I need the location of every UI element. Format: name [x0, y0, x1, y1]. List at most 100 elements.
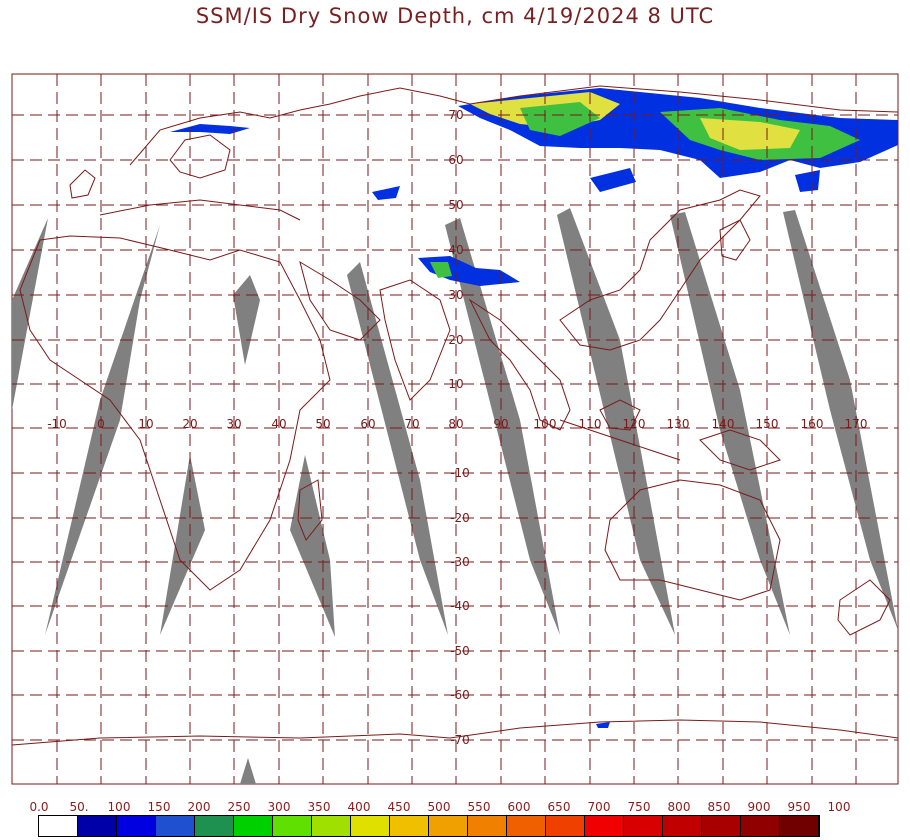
lon-label: 160: [801, 417, 824, 431]
lat-label: -60: [450, 688, 470, 702]
legend-label: 900: [747, 800, 771, 814]
legend-swatch: [663, 816, 702, 836]
lon-labels: -10 0 10 20 30 40 50 60 70 80 90 100 110…: [47, 417, 867, 431]
snow-depth-map: -10 0 10 20 30 40 50 60 70 80 90 100 110…: [11, 73, 899, 785]
map-title: SSM/IS Dry Snow Depth, cm 4/19/2024 8 UT…: [195, 4, 715, 28]
coastline: [19, 235, 331, 591]
snow-layer: [170, 88, 898, 728]
legend-swatch: [390, 816, 429, 836]
coastline: [99, 199, 301, 221]
lat-label: -70: [450, 733, 470, 747]
lat-label: 20: [448, 333, 463, 347]
lat-label: 40: [448, 243, 463, 257]
swath: [160, 455, 205, 635]
snow-patch: [520, 102, 600, 136]
legend-swatch: [546, 816, 585, 836]
legend-swatch: [273, 816, 312, 836]
legend-swatch: [351, 816, 390, 836]
lat-label: 30: [448, 288, 463, 302]
legend-swatch: [468, 816, 507, 836]
coastline: [69, 169, 96, 199]
swath: [233, 275, 260, 365]
legend-label: 300: [267, 800, 291, 814]
snow-patch: [590, 168, 636, 192]
legend-label: 600: [507, 800, 531, 814]
lon-label: 10: [138, 417, 153, 431]
coastline: [604, 479, 781, 601]
lon-label: 170: [845, 417, 868, 431]
legend-swatch: [624, 816, 663, 836]
coastline: [129, 87, 471, 166]
map-frame: [11, 73, 899, 785]
lon-label: 130: [667, 417, 690, 431]
legend-swatch: [156, 816, 195, 836]
lon-label: 20: [182, 417, 197, 431]
legend-label: 650: [547, 800, 571, 814]
lat-label: -30: [450, 555, 470, 569]
lon-label: 90: [493, 417, 508, 431]
legend-label: 100: [107, 800, 131, 814]
swath-layer: [12, 208, 898, 784]
swath: [557, 208, 675, 635]
legend-label: 250: [227, 800, 251, 814]
lon-label: 140: [712, 417, 735, 431]
lon-label: 70: [404, 417, 419, 431]
coastline: [297, 479, 323, 541]
lon-label: 0: [97, 417, 105, 431]
legend-label: 0.0: [29, 800, 49, 814]
legend-label: 800: [667, 800, 691, 814]
lon-label: 80: [448, 417, 463, 431]
snow-patch: [596, 722, 610, 728]
legend-label: 750: [627, 800, 651, 814]
lon-label: 30: [226, 417, 241, 431]
coastline: [559, 189, 761, 351]
swath: [12, 218, 48, 410]
snow-patch: [372, 186, 400, 200]
legend-label: 350: [307, 800, 331, 814]
legend-label: 50.: [69, 800, 89, 814]
coastline-layer: [11, 85, 899, 746]
swath: [347, 262, 448, 635]
legend-swatch: [702, 816, 741, 836]
color-legend: [38, 815, 820, 837]
lat-label: 70: [448, 108, 463, 122]
swath: [290, 455, 335, 637]
legend-label: 400: [347, 800, 371, 814]
lat-label: 50: [448, 198, 463, 212]
legend-swatch: [429, 816, 468, 836]
graticule: [12, 74, 898, 784]
snow-patch: [430, 262, 452, 278]
coastline: [11, 719, 899, 746]
lat-label: 10: [448, 377, 463, 391]
coastline: [169, 134, 231, 179]
lon-label: 60: [360, 417, 375, 431]
lon-label: -10: [47, 417, 67, 431]
legend-label: 700: [587, 800, 611, 814]
swath: [670, 212, 790, 635]
lat-label: -10: [450, 466, 470, 480]
legend-swatch: [507, 816, 546, 836]
legend-label: 850: [707, 800, 731, 814]
coastline: [468, 298, 571, 431]
lat-label: -50: [450, 644, 470, 658]
coastline: [837, 579, 891, 636]
legend-swatch: [585, 816, 624, 836]
legend-swatch: [234, 816, 273, 836]
snow-patch: [700, 118, 800, 150]
swath: [445, 218, 560, 635]
legend-label: 500: [427, 800, 451, 814]
legend-label: 150: [147, 800, 171, 814]
lon-label: 40: [271, 417, 286, 431]
lon-label: 100: [534, 417, 557, 431]
lon-label: 110: [579, 417, 602, 431]
lat-label: -40: [450, 599, 470, 613]
lat-label: 60: [448, 153, 463, 167]
coastline: [299, 260, 381, 341]
legend-label: 550: [467, 800, 491, 814]
coastline: [469, 85, 899, 113]
legend-swatch: [741, 816, 780, 836]
legend-label: 100: [827, 800, 851, 814]
legend-labels: 0.0 50. 100 150 200 250 300 350 400 450 500 550 600 6…: [0, 800, 910, 814]
legend-swatch: [780, 816, 819, 836]
legend-swatch: [117, 816, 156, 836]
